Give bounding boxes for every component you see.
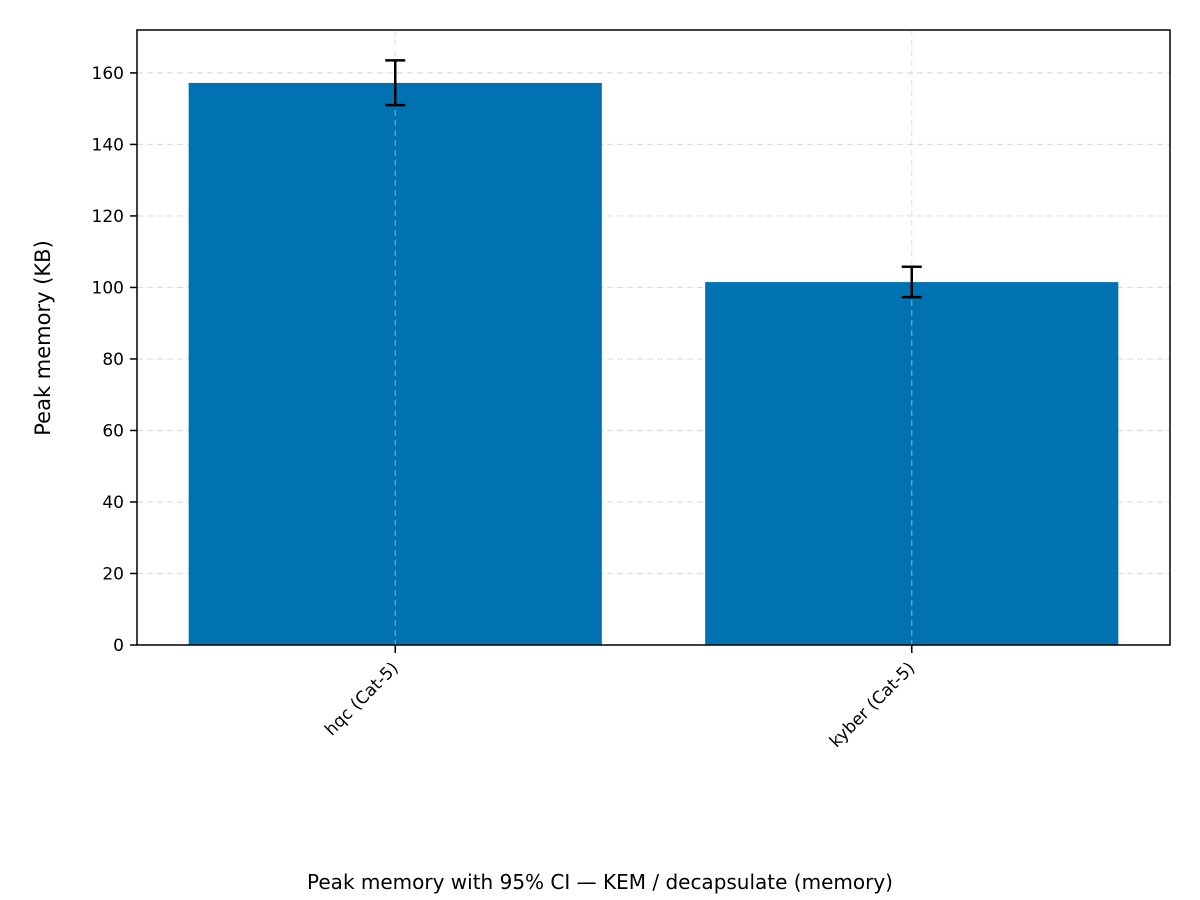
error-bar (385, 59, 406, 107)
y-tick-label: 60 (102, 421, 124, 441)
y-tick-label: 140 (92, 135, 124, 155)
y-tick-label: 80 (102, 350, 124, 370)
y-tick-label: 160 (92, 64, 124, 84)
y-tick-label: 40 (102, 493, 124, 513)
y-tick-label: 100 (92, 278, 124, 298)
y-tick-label: 0 (113, 636, 124, 656)
error-bar (901, 265, 922, 299)
y-axis-label: Peak memory (KB) (31, 240, 55, 436)
y-tick-label: 120 (92, 207, 124, 227)
x-tick-label: kyber (Cat-5) (826, 658, 919, 751)
bars (188, 82, 1119, 646)
error-bars (385, 59, 922, 299)
y-tick-label: 20 (102, 564, 124, 584)
chart-caption: Peak memory with 95% CI — KEM / decapsul… (307, 870, 893, 894)
plot-frame (136, 29, 1171, 646)
x-tick-label: hqc (Cat-5) (321, 658, 403, 740)
